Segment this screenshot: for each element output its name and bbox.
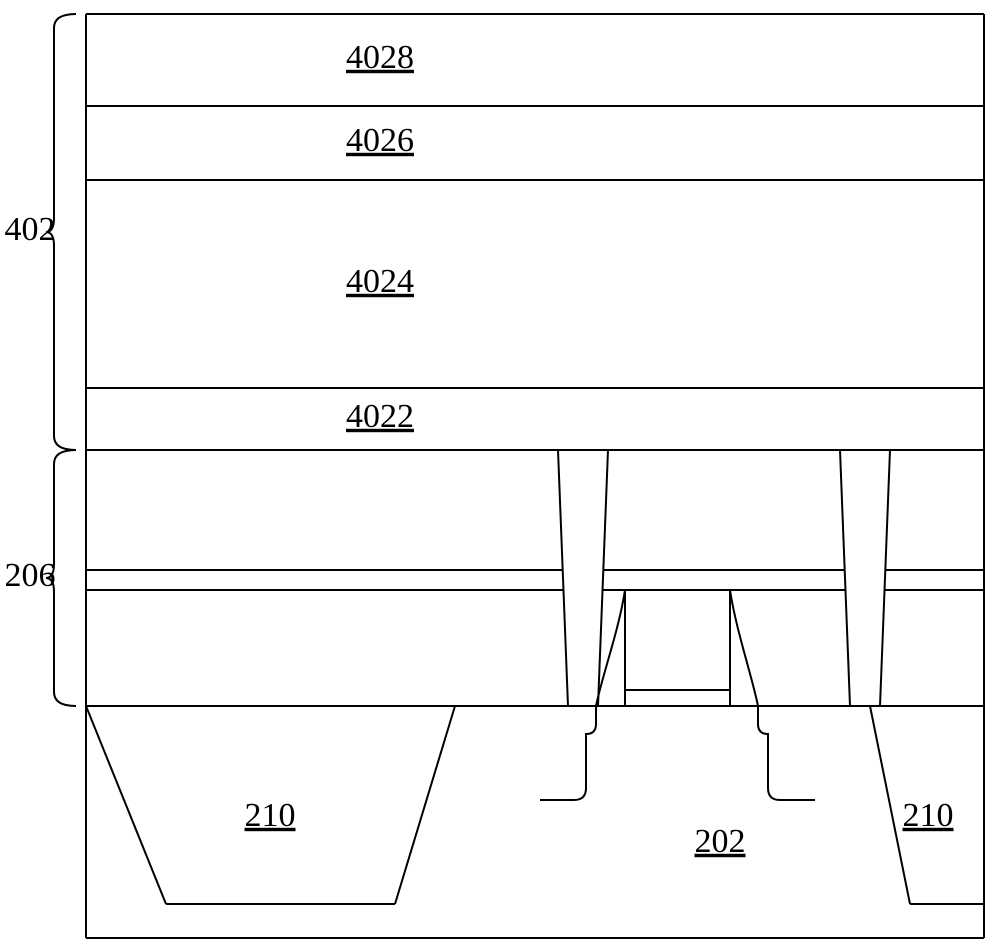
layer-label: 4026 [346,122,414,159]
bracket-label: 206 [5,557,56,594]
bracket-label: 402 [5,211,56,248]
layer-label: 4024 [346,263,414,300]
isolation-label: 210 [245,797,296,834]
layer-label: 4028 [346,39,414,76]
isolation-label: 210 [903,797,954,834]
layer-label: 4022 [346,398,414,435]
substrate-label: 202 [695,823,746,860]
cross-section-diagram: 4028 4026 4024 4022 210 210 202 402 206 [0,0,1000,951]
